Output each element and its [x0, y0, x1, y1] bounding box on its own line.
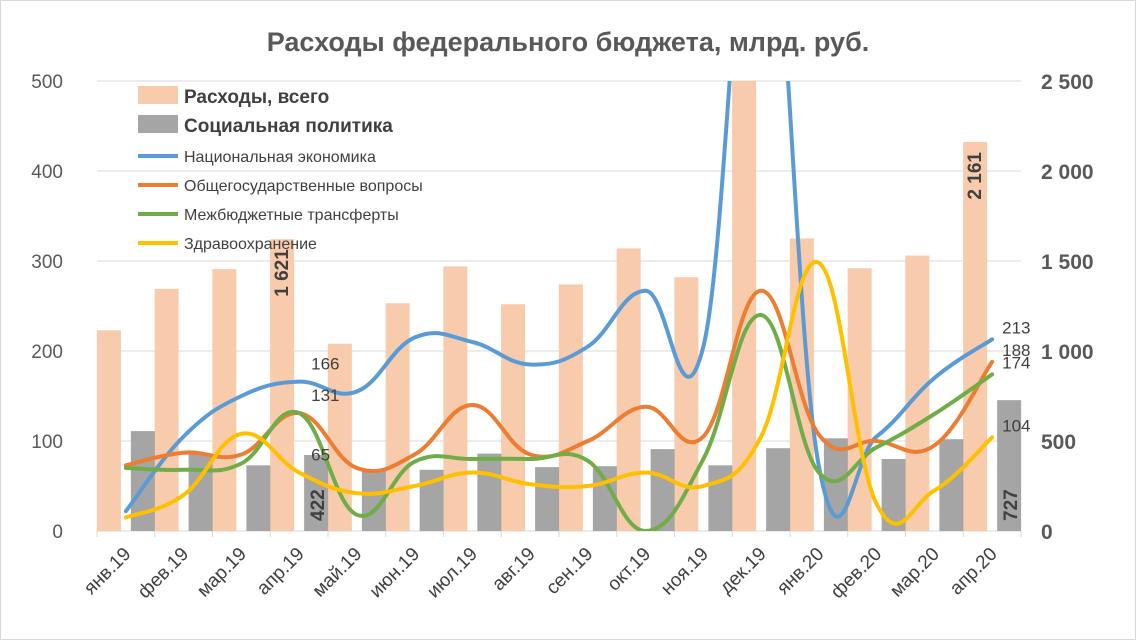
data-label-расходы-всего: 1 621 — [272, 249, 293, 297]
legend-swatch-социальная-политика — [138, 115, 178, 133]
x-tick-label: янв.19 — [80, 544, 135, 599]
line-национальная-экономика — [123, 81, 995, 519]
bar-расходы-всего — [327, 343, 352, 531]
y-right-tick-label: 2 500 — [1041, 71, 1094, 94]
legend-label: Социальная политика — [184, 116, 393, 137]
data-label-здравоохранение: 65 — [311, 446, 330, 465]
bar-социальная-политика — [477, 453, 502, 531]
data-label-межбюджетные-трансферты: 174 — [1002, 353, 1030, 372]
line-общегосударственные-вопросы — [123, 288, 995, 474]
bar-расходы-всего — [558, 284, 583, 531]
chart-title: Расходы федерального бюджета, млрд. руб. — [267, 27, 870, 57]
x-tick-label: янв.20 — [773, 544, 828, 599]
x-tick-label: окт.19 — [603, 544, 655, 596]
legend-label: Расходы, всего — [184, 87, 329, 108]
x-tick-label: июн.19 — [366, 544, 425, 603]
data-label-общегосударственные-вопросы: 188 — [1002, 341, 1030, 360]
data-label-социальная-политика: 727 — [1001, 489, 1022, 521]
x-tick-label: ноя.19 — [657, 544, 713, 600]
legend: Расходы, всего Социальная политика Национа… — [138, 86, 423, 253]
y-left-tick-label: 0 — [52, 522, 63, 543]
bar-социальная-политика — [246, 465, 271, 531]
bar-расходы-всего — [616, 248, 641, 531]
line-здравоохранение — [123, 260, 995, 526]
x-tick-label: мар.19 — [193, 544, 251, 602]
y-left-tick-label: 500 — [31, 72, 63, 93]
x-tick-label: фев.20 — [827, 544, 886, 603]
bar-социальная-политика — [535, 467, 560, 531]
y-left-tick-label: 200 — [31, 342, 63, 363]
bar-расходы-всего — [385, 303, 410, 531]
bar-расходы-всего — [501, 304, 526, 531]
legend-swatch-расходы-всего — [138, 86, 178, 104]
line-межбюджетные-трансферты — [123, 313, 995, 531]
legend-label: Национальная экономика — [184, 149, 376, 166]
y-left-tick-label: 400 — [31, 162, 63, 183]
legend-label: Общегосударственные вопросы — [184, 178, 423, 195]
legend-label: Межбюджетные трансферты — [184, 207, 399, 224]
data-label-национальная-экономика: 166 — [311, 355, 339, 374]
y-left-tick-label: 100 — [31, 432, 63, 453]
x-tick-label: апр.19 — [253, 544, 309, 600]
y-right-tick-label: 0 — [1041, 521, 1053, 544]
y-left-tick-label: 300 — [31, 252, 63, 273]
bar-социальная-политика — [304, 455, 329, 531]
x-tick-label: мар.20 — [886, 544, 944, 602]
bar-социальная-политика — [766, 448, 791, 531]
bar-социальная-политика — [997, 400, 1022, 531]
bar-расходы-всего — [154, 288, 179, 531]
x-tick-label: июл.19 — [423, 544, 482, 603]
x-tick-label: сен.19 — [542, 544, 597, 599]
data-label-национальная-экономика: 213 — [1002, 318, 1030, 337]
x-tick-label: авг.19 — [488, 544, 539, 595]
legend-label: Здравоохранение — [184, 236, 317, 253]
y-right-tick-label: 1 500 — [1041, 251, 1094, 274]
x-tick-label: апр.20 — [946, 544, 1002, 600]
data-label-общегосударственные-вопросы: 131 — [311, 386, 339, 405]
data-label-социальная-политика: 422 — [308, 489, 329, 521]
y-right-tick-label: 1 000 — [1041, 341, 1094, 364]
data-label-расходы-всего: 2 161 — [965, 152, 986, 200]
y-right-tick-label: 500 — [1041, 431, 1076, 454]
x-tick-label: фев.19 — [134, 544, 193, 603]
x-tick-label: май.19 — [309, 544, 367, 602]
bar-расходы-всего — [443, 266, 468, 531]
line-series — [123, 81, 995, 531]
data-label-здравоохранение: 104 — [1002, 416, 1030, 435]
y-right-tick-label: 2 000 — [1041, 161, 1094, 184]
x-tick-label: дек.19 — [716, 544, 771, 599]
bar-расходы-всего — [96, 330, 121, 531]
